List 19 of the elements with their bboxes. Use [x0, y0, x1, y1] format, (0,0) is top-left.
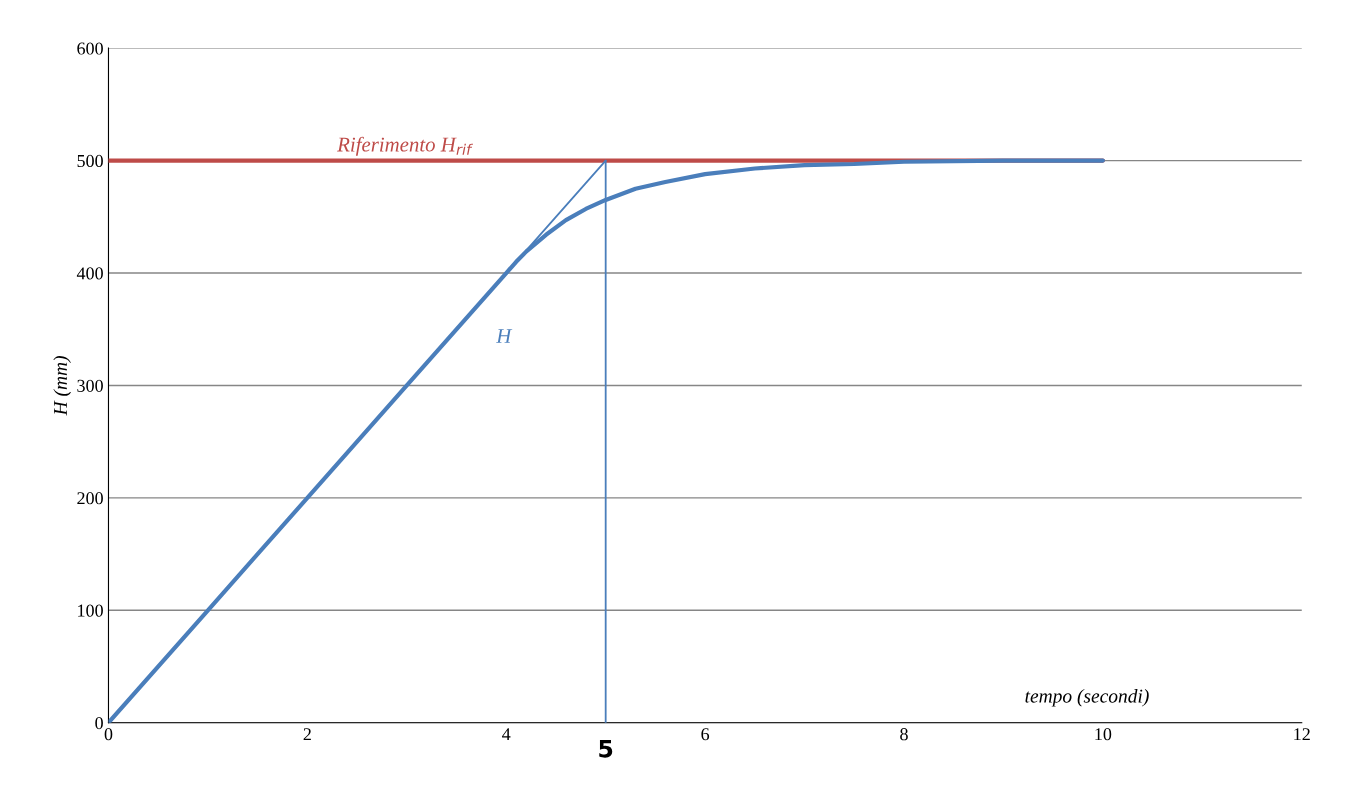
- y-tick-label: 600: [77, 42, 103, 55]
- annotation: 5: [599, 740, 613, 758]
- y-tick-label: 300: [77, 379, 103, 392]
- x-tick-label: 8: [900, 728, 908, 741]
- x-tick-label: 4: [502, 728, 511, 741]
- x-axis-title: tempo (secondi): [1025, 688, 1149, 707]
- y-tick-label: 500: [77, 154, 103, 168]
- x-tick-label: 10: [1095, 728, 1112, 741]
- series-label: H: [496, 329, 513, 343]
- x-tick-label: 12: [1294, 728, 1310, 741]
- series-label: Riferimento H$_{rif}$: [337, 136, 474, 156]
- x-tick-label: 0: [104, 728, 113, 741]
- y-tick-label: 400: [76, 267, 103, 280]
- y-axis-title: H (mm): [53, 356, 71, 416]
- y-tick-label: 100: [78, 604, 103, 617]
- x-tick-label: 6: [701, 728, 710, 741]
- y-tick-label: 0: [95, 716, 103, 730]
- x-tick-label: 2: [303, 728, 311, 741]
- y-tick-label: 200: [77, 492, 103, 505]
